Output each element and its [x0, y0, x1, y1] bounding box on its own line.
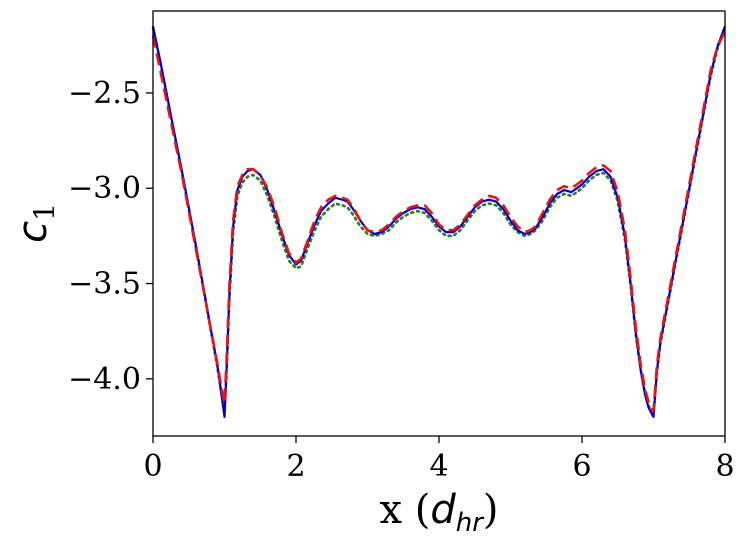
x-tick-label: 6: [572, 449, 591, 484]
x-axis-label: x (dhr): [379, 487, 498, 538]
series-layer: [151, 25, 727, 418]
x-tick-label: 0: [143, 449, 162, 484]
x-ticks: 0 2 4 6 8: [143, 436, 735, 484]
y-tick-label: −3.5: [68, 267, 141, 302]
y-tick-label: −2.5: [68, 76, 141, 111]
x-tick-label: 4: [429, 449, 448, 484]
x-tick-label: 8: [715, 449, 734, 484]
series-line-dashed: [151, 31, 727, 413]
y-tick-label: −3.0: [68, 171, 141, 206]
series-line-solid: [151, 25, 727, 418]
y-ticks: −4.0 −3.5 −3.0 −2.5: [68, 76, 153, 397]
x-tick-label: 2: [286, 449, 305, 484]
y-tick-label: −4.0: [68, 362, 141, 397]
y-axis-label: c1: [10, 203, 61, 243]
